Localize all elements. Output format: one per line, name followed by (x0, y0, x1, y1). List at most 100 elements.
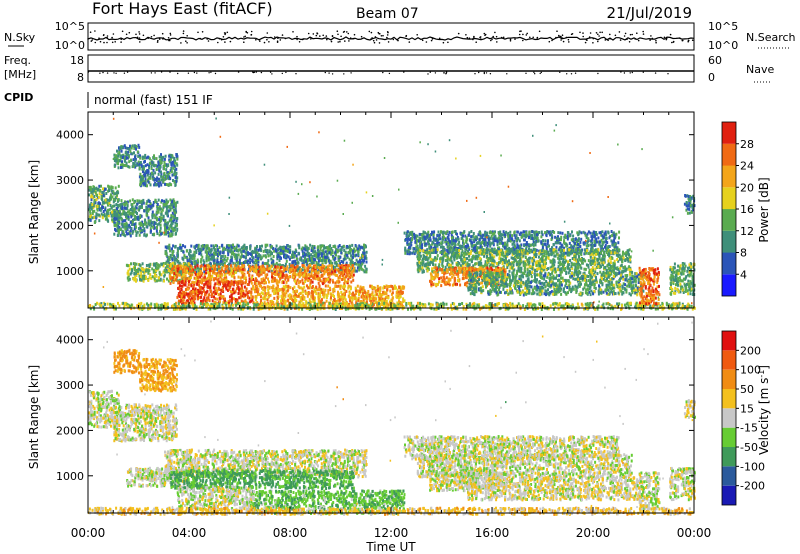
heatmap-cell (93, 199, 96, 203)
heatmap-cell (273, 276, 276, 280)
heatmap-cell (122, 225, 125, 229)
heatmap-cell (391, 291, 394, 295)
heatmap-cell (224, 255, 227, 258)
heatmap-cell (282, 247, 284, 251)
heatmap-cell (213, 278, 216, 282)
nave-dot (667, 73, 669, 75)
heatmap-cell (120, 154, 123, 158)
nsearch-dot (568, 41, 570, 43)
heatmap-cell (153, 154, 155, 158)
heatmap-cell (161, 262, 163, 266)
heatmap-cell (152, 201, 155, 204)
heatmap-cell (101, 200, 104, 204)
heatmap-cell (269, 266, 272, 270)
heatmap-cell (252, 250, 255, 254)
heatmap-cell (111, 195, 114, 199)
heatmap-cell (120, 166, 122, 169)
heatmap-cell (362, 296, 365, 300)
heatmap-cell (325, 256, 328, 259)
heatmap-cell (163, 279, 165, 283)
heatmap-cell (287, 284, 290, 288)
heatmap-cell (347, 245, 350, 249)
heatmap-cell (242, 249, 245, 253)
heatmap-cell (173, 228, 176, 232)
heatmap-cell (98, 213, 100, 217)
heatmap-cell (196, 282, 199, 286)
heatmap-cell (121, 206, 124, 210)
heatmap-cell (347, 284, 350, 288)
nsearch-dot (94, 30, 96, 32)
heatmap-cell (329, 286, 331, 290)
nsearch-dot (207, 40, 210, 42)
heatmap-cell (231, 251, 234, 255)
heatmap-cell (168, 182, 171, 186)
heatmap-cell (275, 261, 278, 265)
heatmap-cell (233, 280, 236, 284)
heatmap-cell (99, 208, 102, 212)
heatmap-cell (167, 209, 170, 213)
heatmap-cell (287, 278, 290, 282)
heatmap-cell (351, 243, 354, 247)
heatmap-cell (100, 212, 103, 216)
heatmap-cell (98, 219, 101, 223)
nave-dot (629, 72, 631, 74)
nsearch-dot (153, 34, 155, 37)
heatmap-cell (242, 264, 245, 268)
heatmap-cell (176, 163, 179, 167)
heatmap-cell (319, 279, 322, 283)
heatmap-cell (347, 264, 350, 268)
nsearch-dot (372, 39, 375, 42)
heatmap-cell (194, 272, 197, 276)
heatmap-cell (155, 266, 158, 270)
heatmap-cell (99, 202, 102, 206)
nave-dot (525, 72, 527, 75)
heatmap-cell (254, 295, 257, 299)
heatmap-cell (340, 290, 343, 294)
nsearch-dot (628, 41, 631, 43)
nsearch-dot (589, 32, 592, 34)
heatmap-cell (241, 286, 244, 290)
heatmap-cell (110, 185, 113, 189)
heatmap-cell (140, 221, 142, 225)
heatmap-cell (127, 165, 130, 169)
heatmap-cell (262, 254, 265, 258)
heatmap-cell (338, 298, 341, 302)
heatmap-cell (118, 152, 121, 156)
heatmap-cell (183, 295, 186, 299)
heatmap-cell (227, 253, 230, 257)
heatmap-cell (248, 252, 251, 256)
heatmap-cell (196, 258, 199, 262)
heatmap-cell (195, 249, 198, 253)
heatmap-cell (134, 205, 137, 209)
heatmap-cell (111, 204, 114, 208)
heatmap-cell (111, 186, 114, 190)
nave-dot (123, 72, 126, 74)
heatmap-cell (217, 274, 219, 278)
heatmap-cell (148, 157, 151, 161)
heatmap-cell (130, 262, 132, 266)
heatmap-cell (116, 207, 118, 211)
heatmap-cell (175, 171, 178, 175)
nsearch-dot (473, 37, 475, 39)
heatmap-cell (355, 297, 358, 301)
heatmap-cell (270, 245, 273, 249)
heatmap-cell (228, 244, 230, 248)
heatmap-cell (246, 283, 249, 286)
heatmap-cell (316, 271, 319, 275)
heatmap-cell (276, 281, 278, 285)
heatmap-cell (119, 233, 122, 237)
nsearch-dot (416, 34, 419, 36)
heatmap-cell (252, 287, 255, 291)
heatmap-cell (261, 264, 264, 268)
heatmap-cell (345, 269, 348, 273)
heatmap-cell (230, 255, 233, 259)
heatmap-cell (120, 156, 123, 160)
nsearch-dot (182, 30, 185, 32)
heatmap-cell (395, 295, 398, 299)
heatmap-cell (154, 215, 157, 219)
heatmap-cell (254, 290, 256, 294)
heatmap-cell (318, 284, 321, 288)
nsearch-dot (490, 39, 492, 42)
heatmap-cell (122, 219, 125, 223)
heatmap-cell (284, 276, 287, 280)
